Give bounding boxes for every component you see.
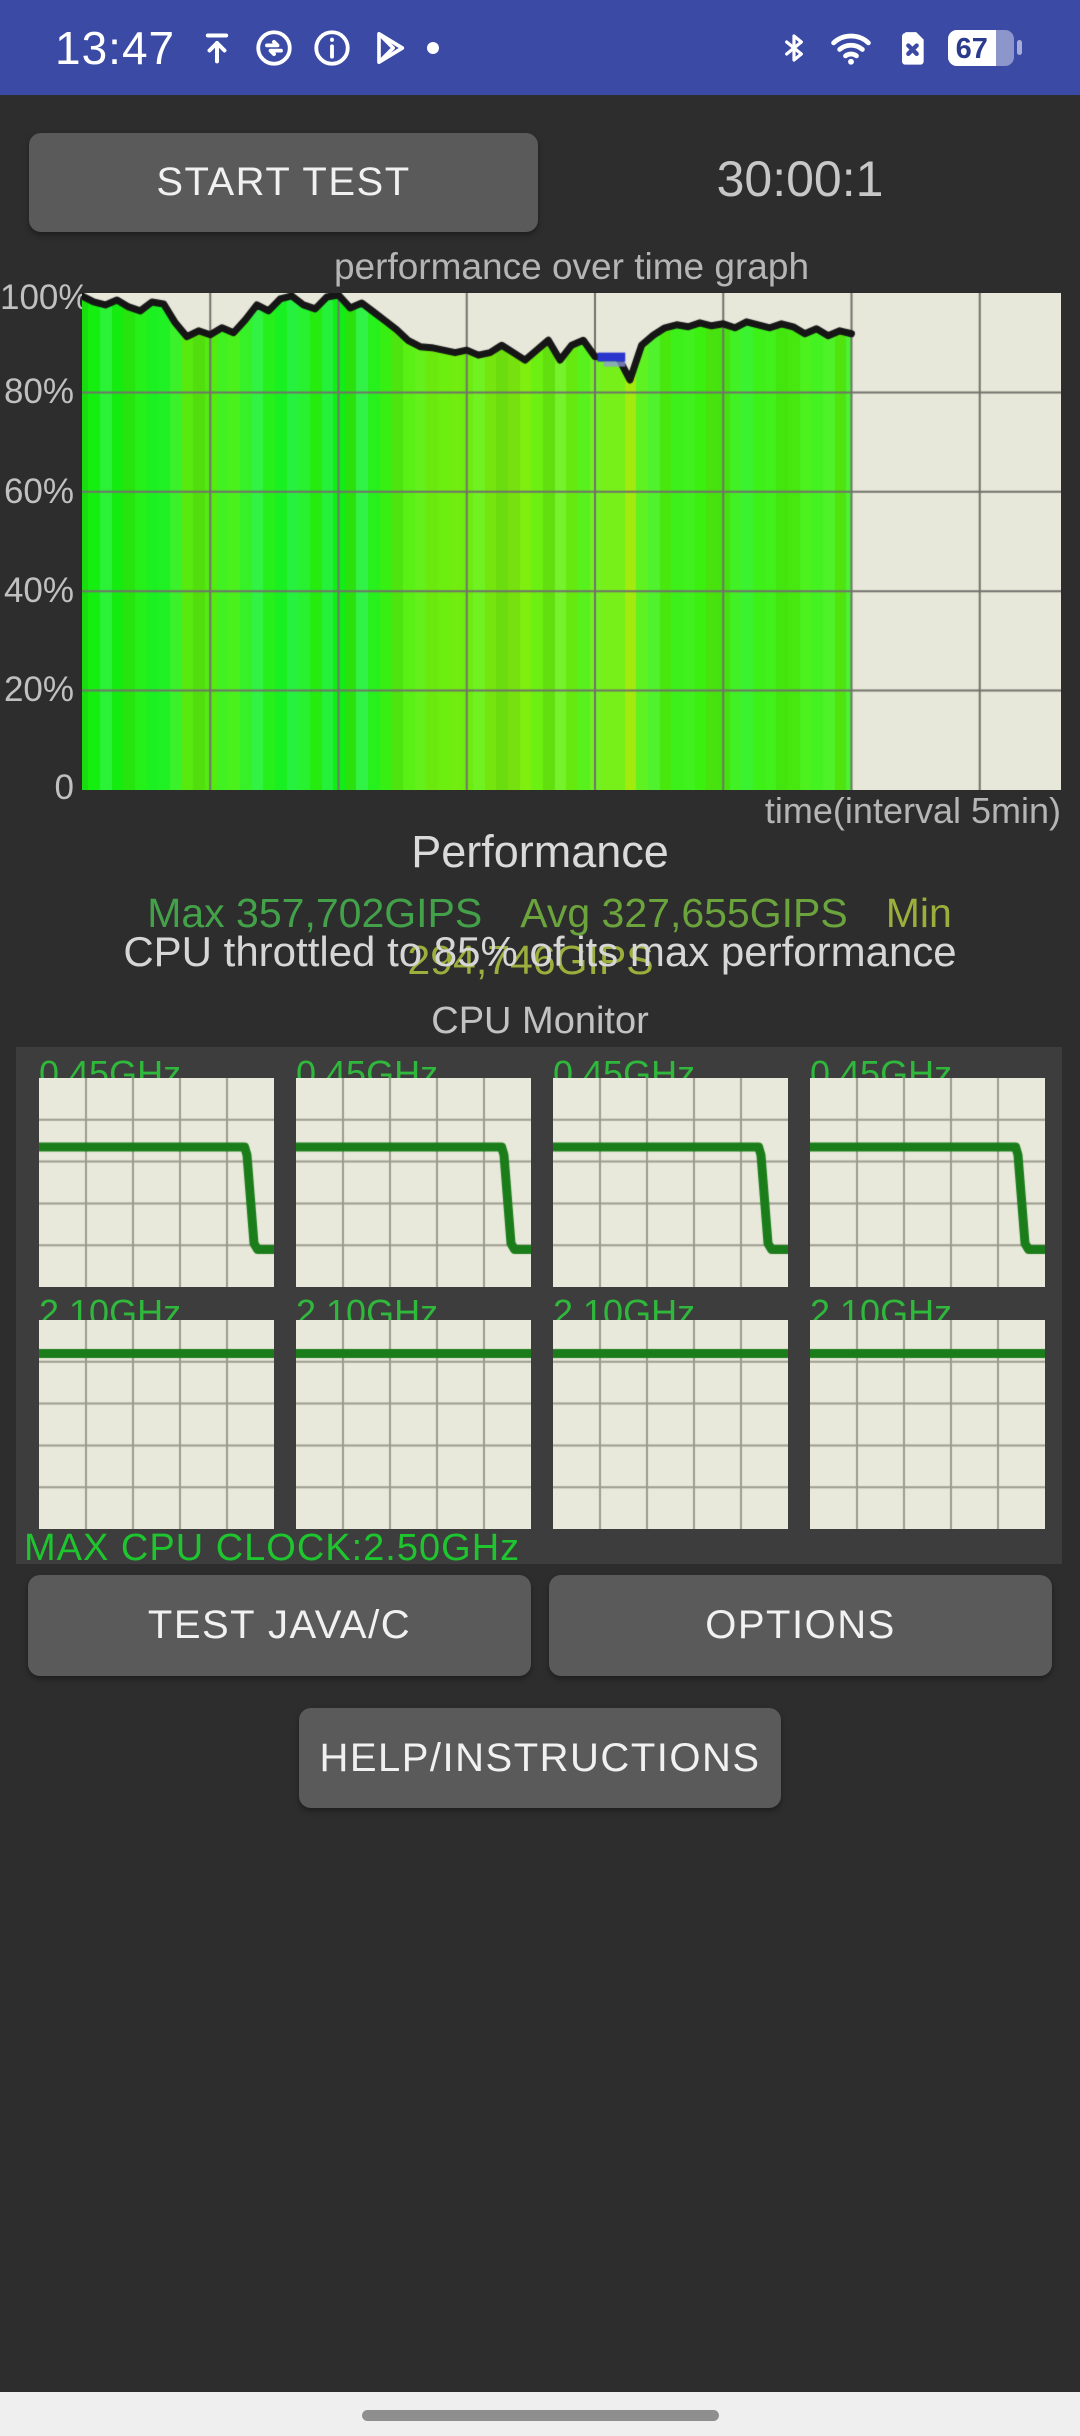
ytick-40: 40%: [3, 571, 74, 610]
test-java-c-button[interactable]: TEST JAVA/C: [28, 1575, 531, 1676]
max-cpu-clock-label: MAX CPU CLOCK:2.50GHz: [24, 1527, 521, 1569]
ytick-100: 100%: [0, 278, 90, 317]
performance-graph-title: performance over time graph: [333, 246, 810, 287]
performance-graph-canvas: [82, 293, 1061, 790]
status-bar-left: 13:47: [55, 21, 441, 75]
performance-stats: Max 357,702GIPS Avg 327,655GIPS Min 294,74…: [0, 890, 1080, 984]
battery-nub: [1017, 40, 1022, 55]
wifi-icon: [826, 26, 876, 70]
battery-fill: [948, 29, 996, 66]
x-axis-label: time(interval 5min): [764, 790, 1061, 831]
performance-section-title: Performance: [411, 826, 669, 877]
play-store-icon: [369, 28, 409, 68]
ytick-80: 80%: [3, 372, 74, 411]
throttle-note: CPU throttled to 85% of its max performa…: [123, 928, 957, 975]
bluetooth-icon: [778, 26, 810, 70]
core-0-graph: [39, 1078, 274, 1287]
status-bar: 13:47: [0, 0, 1080, 95]
status-bar-right: 67: [778, 0, 1022, 95]
upload-icon: [197, 28, 237, 68]
cpu-monitor-title: CPU Monitor: [431, 1000, 649, 1042]
info-icon: [311, 27, 353, 69]
options-button[interactable]: OPTIONS: [549, 1575, 1052, 1676]
clock-text: 13:47: [55, 21, 176, 74]
cpu-monitor-panel: MAX CPU CLOCK:2.50GHz 0.45GHz 0.45GHz 0.45…: [16, 1047, 1062, 1569]
notification-dot: [425, 40, 441, 56]
core-1-graph: [296, 1078, 531, 1287]
system-gesture-bar: [0, 2392, 1080, 2436]
test-timer: 30:00:1: [716, 151, 884, 207]
ytick-60: 60%: [3, 472, 74, 511]
battery-percent-text: 67: [955, 32, 988, 65]
gesture-pill[interactable]: [362, 2410, 719, 2421]
core-4-graph: [39, 1320, 274, 1529]
core-7-graph: [810, 1320, 1045, 1529]
help-instructions-button[interactable]: HELP/INSTRUCTIONS: [299, 1708, 781, 1808]
max-gips-stat: Max 357,702GIPS: [147, 890, 483, 936]
performance-graph: [82, 293, 1061, 790]
core-5-graph: [296, 1320, 531, 1529]
core-2-graph: [553, 1078, 788, 1287]
avg-gips-stat: Avg 327,655GIPS: [520, 890, 848, 936]
core-3-graph: [810, 1078, 1045, 1287]
sim-x-icon: [892, 26, 932, 70]
ytick-20: 20%: [3, 670, 74, 709]
ytick-0: 0: [54, 768, 74, 807]
core-6-graph: [553, 1320, 788, 1529]
battery-icon: 67: [948, 29, 1022, 66]
sync-icon: [253, 27, 295, 69]
min-gips-stat: Min 294,746GIPS: [407, 890, 952, 983]
start-test-button[interactable]: START TEST: [29, 133, 538, 232]
